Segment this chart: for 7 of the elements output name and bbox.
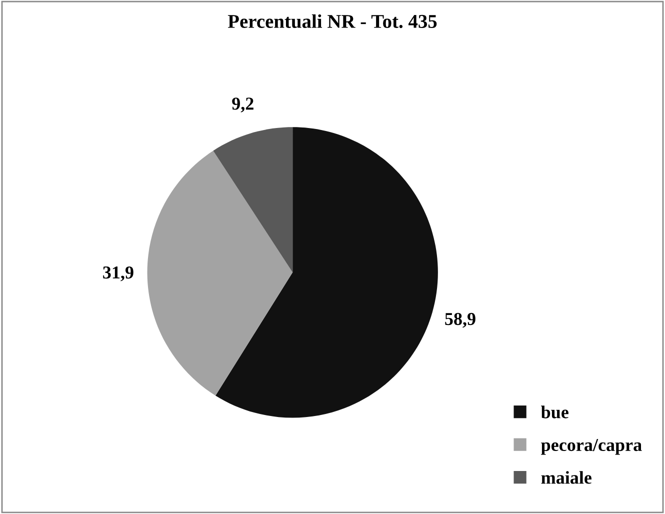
data-label: 58,9 bbox=[445, 312, 476, 328]
legend-label: bue bbox=[541, 406, 568, 418]
legend-label: pecora/capra bbox=[541, 438, 642, 455]
legend-label: maiale bbox=[541, 471, 592, 484]
chart-title: Percentuali NR - Tot. 435 bbox=[228, 14, 437, 28]
data-label: 31,9 bbox=[103, 266, 134, 282]
data-label: 9,2 bbox=[232, 98, 254, 112]
